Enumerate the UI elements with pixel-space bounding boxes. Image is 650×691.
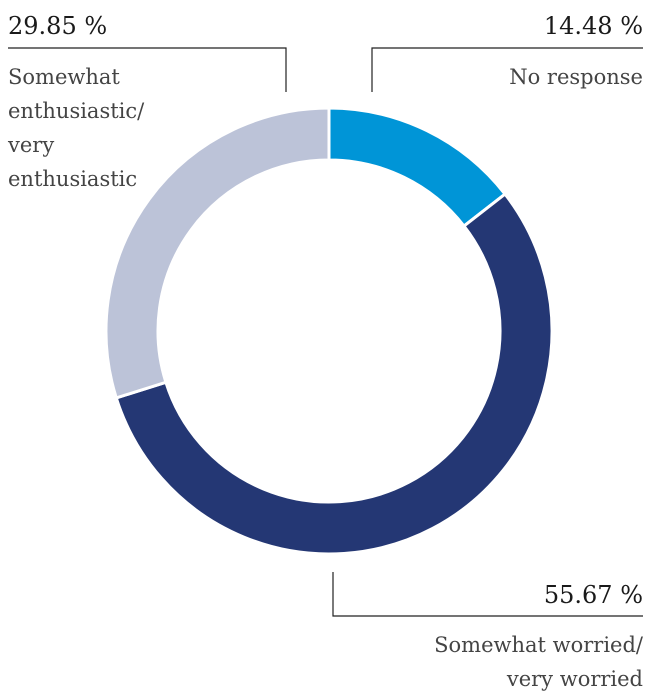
category-label-enthusiastic-line-4: enthusiastic bbox=[8, 167, 137, 191]
donut-slice-2 bbox=[104, 106, 331, 400]
donut-slice-1 bbox=[114, 191, 554, 556]
category-label-worried-line-1: Somewhat worried/ bbox=[434, 633, 644, 657]
leader-line-enthusiastic bbox=[8, 47, 287, 92]
leader-line-no-response bbox=[371, 47, 643, 92]
category-label-enthusiastic-line-2: enthusiastic/ bbox=[8, 99, 145, 123]
value-label-worried: 55.67 % bbox=[544, 581, 643, 609]
category-label-no-response: No response bbox=[509, 65, 643, 89]
value-label-no-response: 14.48 % bbox=[544, 12, 643, 40]
leader-line-worried bbox=[332, 572, 643, 617]
category-label-worried-line-2: very worried bbox=[506, 667, 643, 691]
value-label-enthusiastic: 29.85 % bbox=[8, 12, 107, 40]
category-label-enthusiastic-line-1: Somewhat bbox=[8, 65, 120, 89]
category-label-enthusiastic-line-3: very bbox=[7, 133, 54, 157]
donut-slices bbox=[104, 106, 554, 556]
donut-slice-0 bbox=[327, 106, 508, 229]
